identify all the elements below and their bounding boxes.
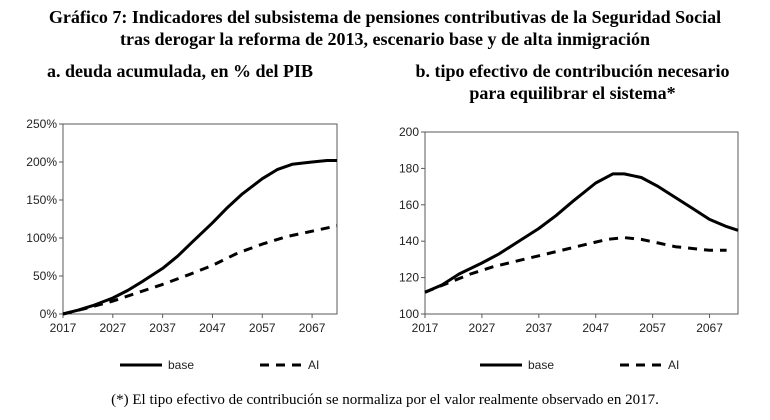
panel-a-x-tick-label: 2027 <box>99 321 126 335</box>
panel-a-y-tick-label: 50% <box>33 269 57 283</box>
panel-b-y-tick-label: 200 <box>399 125 419 139</box>
panel-a-plot-frame <box>62 123 338 315</box>
panel-b-title-line-2: para equilibrar el sistema* <box>469 83 676 103</box>
panel-a-title-line-1: a. deuda acumulada, en % del PIB <box>46 61 314 81</box>
panel-b-y-tick-label: 160 <box>399 198 419 212</box>
panel-a-title: a. deuda acumulada, en % del PIB <box>10 60 350 82</box>
panel-a-legend-label-ai: AI <box>308 358 319 372</box>
panel-b-title: b. tipo efectivo de contribución necesar… <box>385 60 760 104</box>
panel-a-series-base <box>62 159 337 316</box>
panel-b-x-tick-label: 2057 <box>639 321 666 335</box>
panel-b-x-tick-label: 2017 <box>412 321 439 335</box>
panel-b-title-line-1: b. tipo efectivo de contribución necesar… <box>415 61 730 81</box>
panel-b-series-base <box>424 172 739 294</box>
panel-b-legend-label-ai: AI <box>668 358 679 372</box>
panel-a-x-tick-label: 2017 <box>50 321 77 335</box>
figure-title-line-1: Gráfico 7: Indicadores del subsistema de… <box>48 7 722 27</box>
panel-b-legend-label-base: base <box>528 358 554 372</box>
panel-a-y-tick-label: 200% <box>26 155 57 169</box>
footnote: (*) El tipo efectivo de contribución se … <box>111 392 659 408</box>
panel-a-x-tick-label: 2067 <box>299 321 326 335</box>
figure-title: Gráfico 7: Indicadores del subsistema de… <box>0 6 770 50</box>
panel-a-y-tick-label: 0% <box>40 307 58 321</box>
panel-b-x-tick-label: 2047 <box>582 321 609 335</box>
panel-b-y-tick-label: 100 <box>399 307 419 321</box>
panel-b-x-tick-label: 2037 <box>525 321 552 335</box>
panel-a-x-tick-label: 2047 <box>199 321 226 335</box>
panel-b-y-tick-label: 180 <box>399 161 419 175</box>
panel-b-x-tick-label: 2067 <box>696 321 723 335</box>
figure-title-line-2: tras derogar la reforma de 2013, escenar… <box>120 29 650 49</box>
panel-a-y-tick-label: 150% <box>26 193 57 207</box>
panel-b-series-ai <box>424 236 727 294</box>
panel-b-y-tick-label: 140 <box>399 234 419 248</box>
panel-a-x-tick-label: 2037 <box>149 321 176 335</box>
panel-a-series-ai <box>62 224 338 316</box>
panel-a-y-tick-label: 100% <box>26 231 57 245</box>
panel-b-y-tick-label: 120 <box>399 271 419 285</box>
panel-b-x-tick-label: 2027 <box>469 321 496 335</box>
panel-a-x-tick-label: 2057 <box>249 321 276 335</box>
panel-a-legend-label-base: base <box>168 358 194 372</box>
panel-b-plot-frame <box>424 131 739 315</box>
panel-a-y-tick-label: 250% <box>26 117 57 131</box>
